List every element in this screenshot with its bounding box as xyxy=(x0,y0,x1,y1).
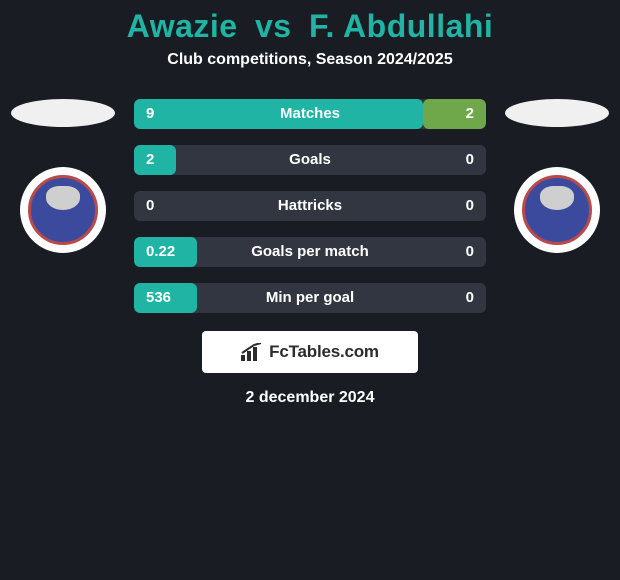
date: 2 december 2024 xyxy=(246,389,375,407)
stat-fill-right xyxy=(423,99,486,129)
stat-value-left: 0 xyxy=(146,191,154,221)
vs-label: vs xyxy=(255,8,292,44)
player2-club-badge xyxy=(514,167,600,253)
club-badge-icon xyxy=(522,175,592,245)
stat-fill-left xyxy=(134,99,423,129)
stat-row: 2 Goals 0 xyxy=(134,145,486,175)
player1-avatar xyxy=(11,99,115,127)
player2-avatar xyxy=(505,99,609,127)
chart-icon xyxy=(241,343,263,361)
right-side xyxy=(502,99,612,253)
stats-bars: 9 Matches 2 2 Goals 0 0 Hattricks 0 0.22 Goals per… xyxy=(134,99,486,313)
player1-club-badge xyxy=(20,167,106,253)
subtitle: Club competitions, Season 2024/2025 xyxy=(167,51,452,69)
stat-row: 9 Matches 2 xyxy=(134,99,486,129)
stat-label: Matches xyxy=(280,99,340,129)
stat-value-right: 0 xyxy=(466,283,474,313)
stat-value-right: 0 xyxy=(466,191,474,221)
left-side xyxy=(8,99,118,253)
player1-name: Awazie xyxy=(127,8,238,44)
stat-value-left: 536 xyxy=(146,283,171,313)
stat-value-left: 2 xyxy=(146,145,154,175)
stat-fill-left xyxy=(134,145,176,175)
comparison-card: Awazie vs F. Abdullahi Club competitions… xyxy=(0,0,620,407)
content-row: 9 Matches 2 2 Goals 0 0 Hattricks 0 0.22 Goals per… xyxy=(0,99,620,313)
stat-label: Hattricks xyxy=(278,191,342,221)
stat-value-right: 0 xyxy=(466,145,474,175)
brand-text: FcTables.com xyxy=(269,342,379,362)
stat-value-left: 0.22 xyxy=(146,237,175,267)
stat-value-left: 9 xyxy=(146,99,154,129)
stat-value-right: 0 xyxy=(466,237,474,267)
player2-name: F. Abdullahi xyxy=(309,8,493,44)
stat-value-right: 2 xyxy=(466,99,474,129)
stat-label: Min per goal xyxy=(266,283,354,313)
club-badge-icon xyxy=(28,175,98,245)
title: Awazie vs F. Abdullahi xyxy=(127,8,494,45)
stat-label: Goals xyxy=(289,145,331,175)
stat-row: 536 Min per goal 0 xyxy=(134,283,486,313)
stat-row: 0.22 Goals per match 0 xyxy=(134,237,486,267)
stat-row: 0 Hattricks 0 xyxy=(134,191,486,221)
brand-badge: FcTables.com xyxy=(202,331,418,373)
stat-label: Goals per match xyxy=(251,237,369,267)
